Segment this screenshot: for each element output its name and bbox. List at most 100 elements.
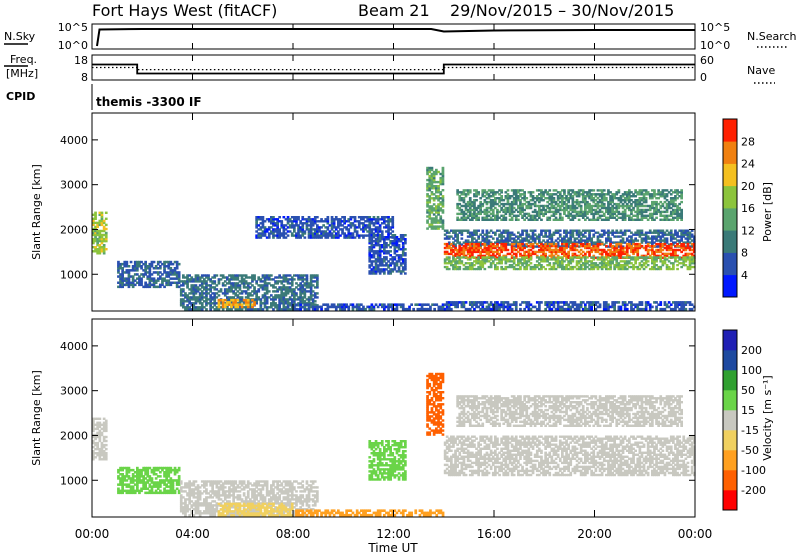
data-cell xyxy=(458,265,462,269)
data-cell xyxy=(605,216,608,219)
data-cell xyxy=(299,298,302,301)
data-cell xyxy=(609,237,612,240)
data-cell xyxy=(667,231,671,234)
data-cell xyxy=(586,250,589,254)
data-cell xyxy=(313,296,317,299)
data-cell xyxy=(517,244,520,248)
data-cell xyxy=(651,250,654,254)
data-cell xyxy=(443,260,447,263)
data-cell xyxy=(437,219,440,222)
data-cell xyxy=(290,292,294,295)
data-cell xyxy=(584,218,587,221)
data-cell xyxy=(669,239,673,242)
data-cell xyxy=(198,306,202,309)
data-cell xyxy=(284,232,288,235)
data-cell xyxy=(550,199,554,202)
data-cell xyxy=(613,252,616,256)
data-cell xyxy=(121,269,124,272)
data-cell xyxy=(249,292,252,295)
data-cell xyxy=(548,235,552,238)
data-cell xyxy=(286,304,290,307)
data-cell xyxy=(554,193,558,196)
data-cell xyxy=(688,237,692,240)
data-cell xyxy=(607,267,610,271)
data-cell xyxy=(500,265,503,269)
data-cell xyxy=(129,283,133,287)
data-cell xyxy=(615,204,619,208)
data-cell xyxy=(397,248,401,251)
data-cell xyxy=(213,286,217,289)
data-cell xyxy=(274,218,277,221)
data-cell xyxy=(286,230,290,233)
data-cell xyxy=(588,202,591,206)
data-cell xyxy=(251,274,254,277)
data-cell xyxy=(561,197,564,200)
data-cell xyxy=(464,265,468,269)
data-cell xyxy=(100,248,104,251)
data-cell xyxy=(548,245,552,248)
data-cell xyxy=(372,228,376,231)
data-cell xyxy=(182,274,185,277)
data-cell xyxy=(558,195,562,198)
data-cell xyxy=(215,284,219,287)
data-cell xyxy=(540,208,543,212)
data-cell xyxy=(594,193,598,196)
data-cell xyxy=(540,218,543,221)
data-cell xyxy=(339,224,342,227)
data-cell xyxy=(393,264,397,267)
data-cell xyxy=(98,213,102,216)
data-cell xyxy=(481,218,485,221)
data-cell xyxy=(561,195,564,198)
data-cell xyxy=(623,231,627,234)
data-cell xyxy=(686,233,690,236)
data-cell xyxy=(531,199,535,202)
data-cell xyxy=(234,303,238,306)
data-cell xyxy=(500,206,503,210)
data-cell xyxy=(123,265,127,268)
data-cell xyxy=(535,245,539,248)
data-cell xyxy=(661,229,665,232)
data-cell xyxy=(391,220,395,223)
data-cell xyxy=(466,262,470,265)
data-cell xyxy=(596,197,600,200)
data-cell xyxy=(284,228,288,231)
data-cell xyxy=(456,248,459,252)
data-cell xyxy=(600,200,604,204)
data-cell xyxy=(127,269,131,272)
data-cell xyxy=(500,239,503,242)
data-cell xyxy=(196,308,200,311)
data-cell xyxy=(368,218,372,221)
data-cell xyxy=(569,235,573,238)
data-cell xyxy=(203,274,206,277)
data-cell xyxy=(510,242,514,246)
data-cell xyxy=(661,239,665,242)
data-cell xyxy=(376,234,380,237)
data-cell xyxy=(198,296,202,299)
data-cell xyxy=(634,246,637,250)
data-cell xyxy=(226,276,229,279)
data-cell xyxy=(655,235,658,238)
data-cell xyxy=(265,286,269,289)
data-cell xyxy=(468,199,472,202)
data-cell xyxy=(556,202,560,206)
data-cell xyxy=(619,244,623,248)
data-cell xyxy=(391,244,395,247)
data-cell xyxy=(592,189,596,192)
data-cell xyxy=(502,258,506,261)
data-cell xyxy=(182,298,185,301)
data-cell xyxy=(529,218,533,221)
data-cell xyxy=(573,248,577,252)
data-cell xyxy=(692,254,696,258)
data-cell xyxy=(523,243,526,246)
data-cell xyxy=(473,193,476,196)
data-cell xyxy=(630,239,633,242)
data-cell xyxy=(466,202,470,206)
data-cell xyxy=(565,235,568,238)
data-cell xyxy=(334,236,338,239)
data-cell xyxy=(223,294,227,297)
data-cell xyxy=(163,271,166,274)
data-cell xyxy=(496,244,499,248)
data-cell xyxy=(424,303,428,306)
data-cell xyxy=(544,246,547,250)
data-cell xyxy=(466,248,470,252)
